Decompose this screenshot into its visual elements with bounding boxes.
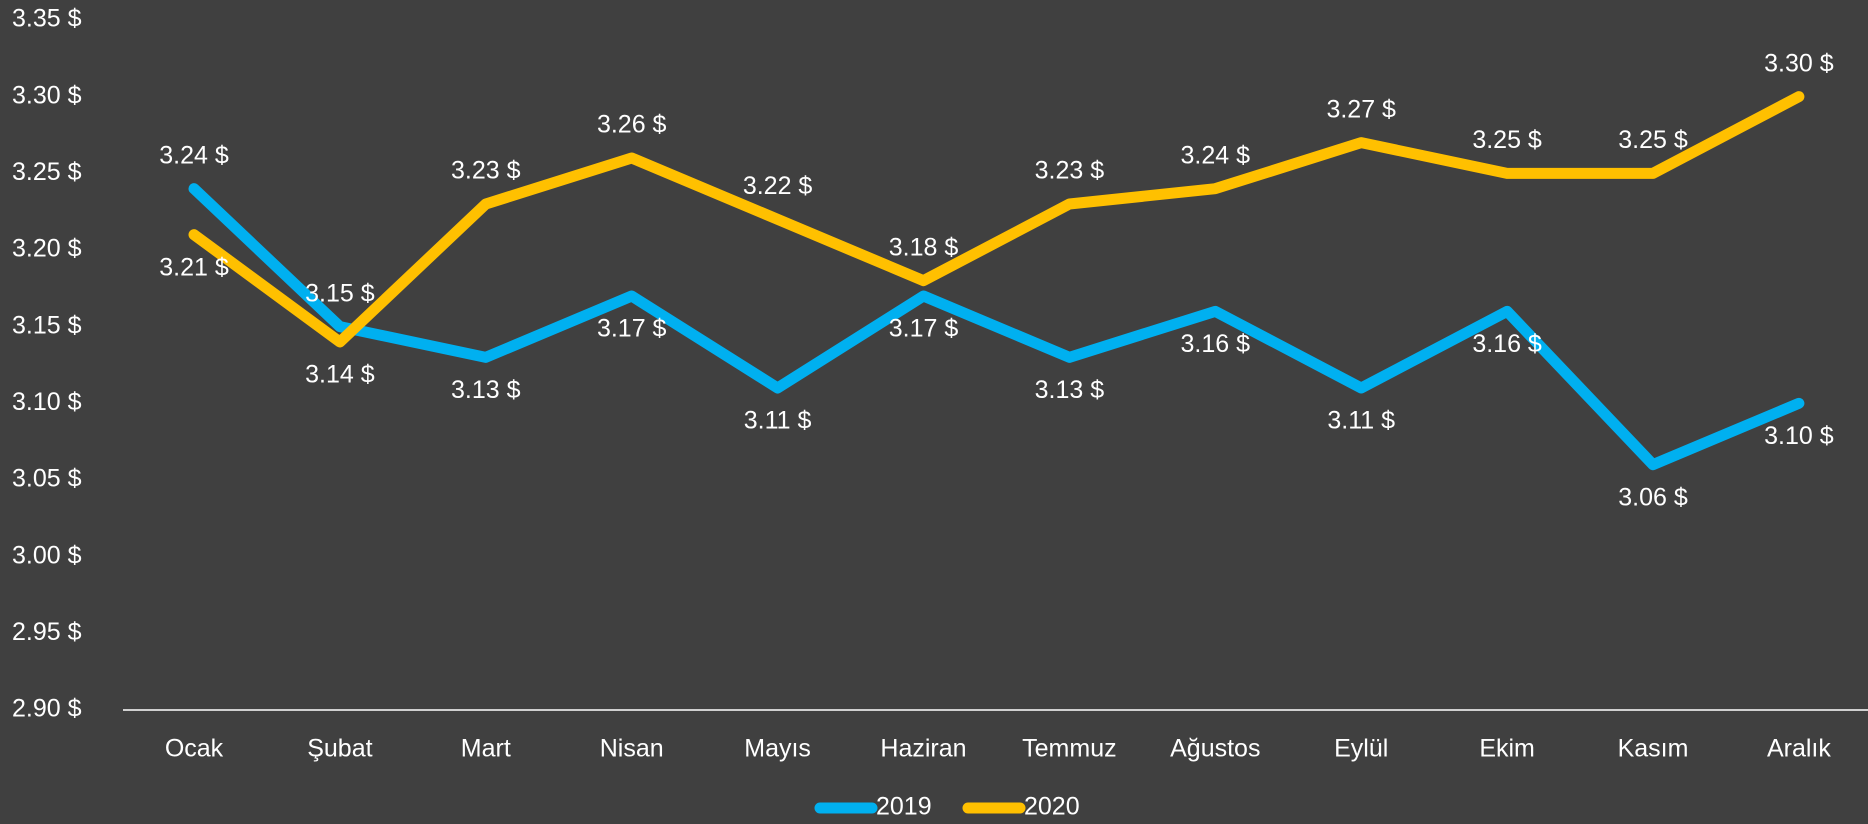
data-label: 3.26 $ <box>597 111 667 139</box>
data-label: 3.25 $ <box>1618 126 1688 154</box>
data-label: 3.16 $ <box>1181 330 1251 358</box>
y-tick-label: 3.30 $ <box>12 81 82 109</box>
data-label: 3.23 $ <box>451 157 521 185</box>
x-tick-label: Şubat <box>307 735 372 763</box>
data-label: 3.22 $ <box>743 172 813 200</box>
y-tick-label: 3.10 $ <box>12 388 82 416</box>
data-label: 3.24 $ <box>1181 141 1251 169</box>
data-label: 3.14 $ <box>305 361 375 389</box>
data-label: 3.16 $ <box>1472 330 1542 358</box>
x-tick-label: Haziran <box>880 735 966 763</box>
data-label: 3.25 $ <box>1472 126 1542 154</box>
y-tick-label: 3.15 $ <box>12 311 82 339</box>
data-label: 3.27 $ <box>1326 95 1396 123</box>
x-tick-label: Temmuz <box>1022 735 1116 763</box>
x-tick-label: Ağustos <box>1170 735 1260 763</box>
x-tick-label: Mart <box>461 735 511 763</box>
x-tick-label: Kasım <box>1618 735 1689 763</box>
y-tick-label: 3.00 $ <box>12 541 82 569</box>
x-tick-label: Mayıs <box>744 735 811 763</box>
y-tick-label: 2.95 $ <box>12 618 82 646</box>
legend-label: 2019 <box>876 793 932 821</box>
data-label: 3.11 $ <box>744 407 812 435</box>
x-tick-label: Eylül <box>1334 735 1388 763</box>
data-label: 3.18 $ <box>889 233 959 261</box>
data-label: 3.13 $ <box>451 376 521 404</box>
data-label: 3.10 $ <box>1764 422 1834 450</box>
data-label: 3.30 $ <box>1764 49 1834 77</box>
data-label: 3.15 $ <box>305 279 375 307</box>
data-label: 3.17 $ <box>597 315 667 343</box>
y-tick-label: 3.20 $ <box>12 235 82 263</box>
data-label: 3.24 $ <box>159 141 229 169</box>
x-tick-label: Nisan <box>600 735 664 763</box>
line <box>188 183 1805 471</box>
data-label: 3.23 $ <box>1035 157 1105 185</box>
data-label: 3.11 $ <box>1327 407 1395 435</box>
x-tick-label: Ocak <box>165 735 224 763</box>
x-tick-label: Aralık <box>1767 735 1831 763</box>
data-label: 3.21 $ <box>159 253 229 281</box>
data-label: 3.13 $ <box>1035 376 1105 404</box>
y-tick-label: 2.90 $ <box>12 695 82 723</box>
y-tick-label: 3.05 $ <box>12 465 82 493</box>
data-label: 3.06 $ <box>1618 483 1688 511</box>
y-tick-label: 3.35 $ <box>12 5 82 33</box>
x-tick-label: Ekim <box>1479 735 1535 763</box>
legend-label: 2020 <box>1024 793 1080 821</box>
line <box>188 91 1805 348</box>
data-label: 3.17 $ <box>889 315 959 343</box>
y-tick-label: 3.25 $ <box>12 158 82 186</box>
